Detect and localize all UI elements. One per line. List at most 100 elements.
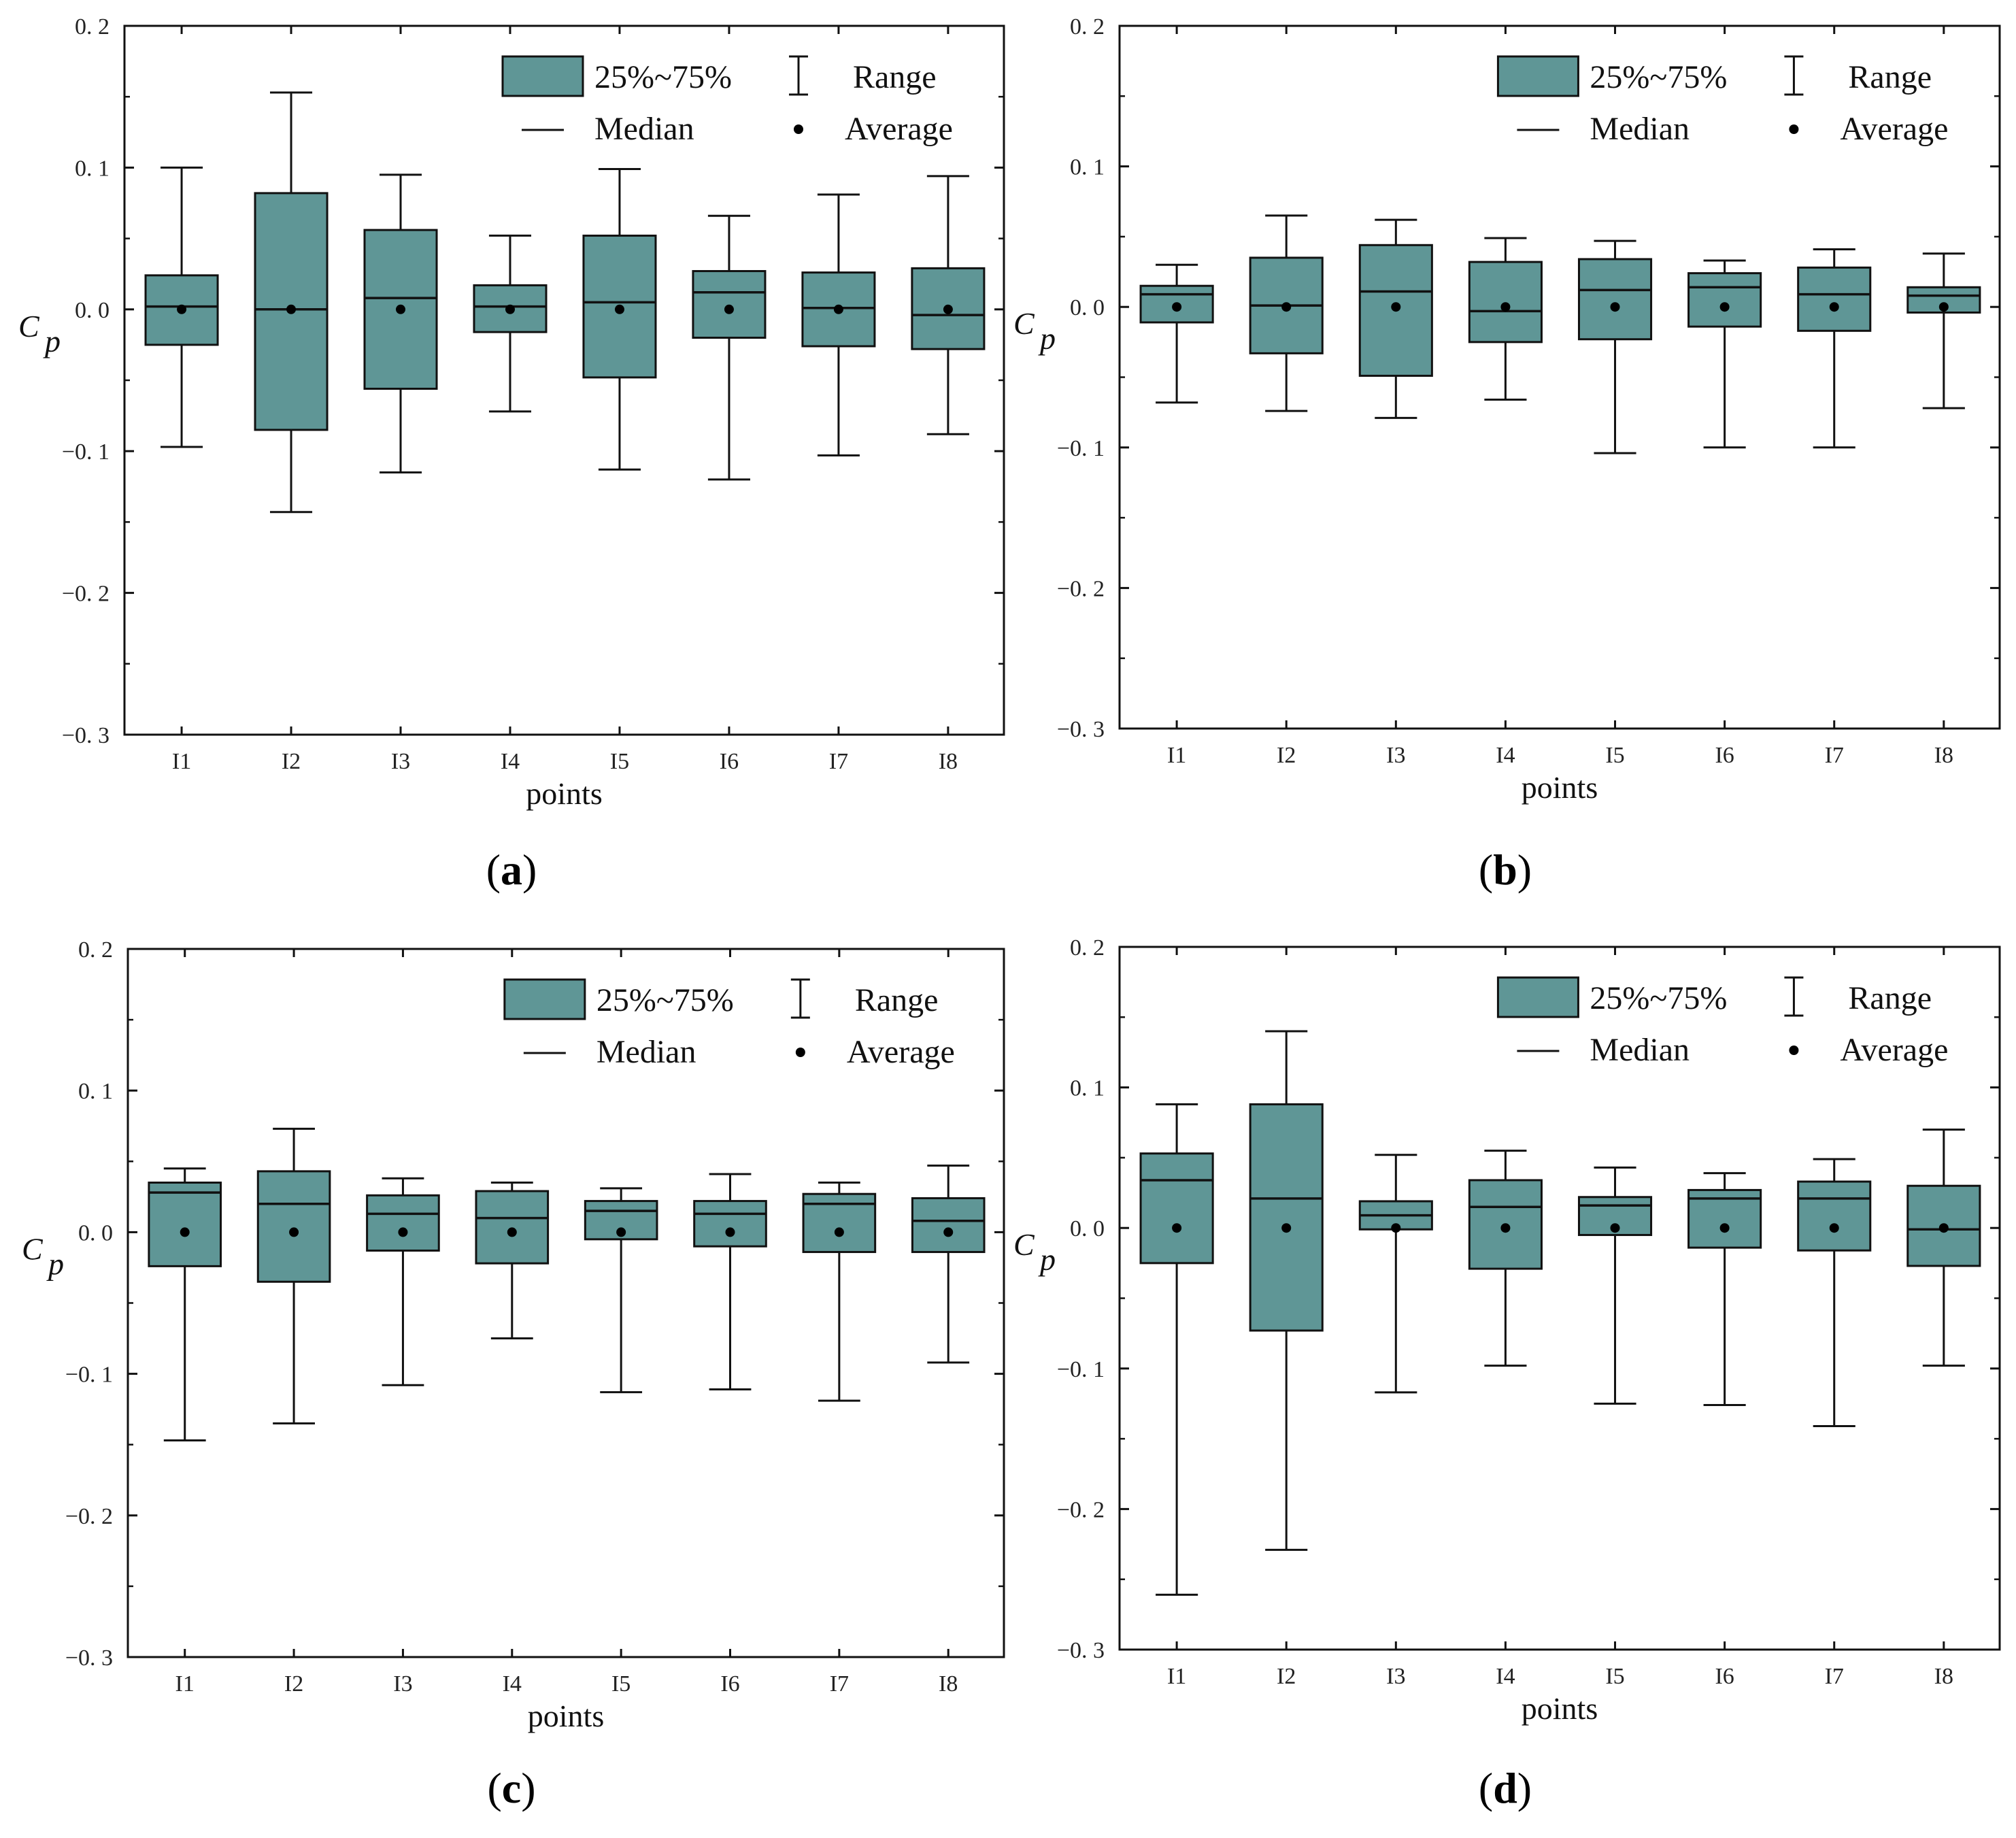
- average-dot: [1281, 302, 1292, 312]
- y-tick-label: 0. 1: [75, 156, 110, 181]
- iqr-box: [693, 1200, 767, 1248]
- average-dot: [943, 1227, 954, 1237]
- average-dot: [724, 304, 734, 314]
- average-dot: [616, 1227, 626, 1237]
- y-tick-label: −0. 3: [1057, 717, 1105, 742]
- panel-label-open: (: [487, 1764, 501, 1812]
- x-axis-title: points: [528, 1699, 604, 1733]
- x-tick-label: I4: [1496, 743, 1515, 768]
- panel-d: 0. 2 0. 1 0. 0 −0. 1 −0. 2 −0. 3 I1 I2 I3 I4 I5 I6 I…: [1013, 935, 2001, 1812]
- panel-label-open: (: [1479, 1764, 1493, 1812]
- y-tick-label: −0. 3: [1057, 1638, 1105, 1663]
- legend-median-label: Median: [1590, 1032, 1690, 1068]
- average-dot: [1938, 1223, 1949, 1233]
- y-tick-label: −0. 1: [62, 439, 110, 465]
- x-tick-label: I1: [172, 749, 191, 774]
- y-axis-title-subscript: p: [43, 324, 61, 358]
- legend-average-swatch: [1789, 124, 1799, 134]
- panel-label: (a): [486, 846, 537, 894]
- legend-average-swatch: [1789, 1046, 1799, 1055]
- average-dot: [833, 304, 843, 314]
- x-tick-label: I6: [720, 749, 739, 774]
- legend-median-label: Median: [597, 1034, 696, 1070]
- average-dot: [1500, 302, 1511, 312]
- average-dot: [396, 304, 406, 314]
- legend-box-label: 25%~75%: [1590, 980, 1727, 1016]
- legend-range-label: Range: [1848, 59, 1932, 95]
- box-I6: [693, 1173, 767, 1391]
- box-I4: [473, 234, 548, 413]
- panel-label-letter: a: [501, 846, 522, 894]
- box-I2: [256, 1127, 331, 1424]
- panel-label-open: (: [1479, 846, 1493, 894]
- average-dot: [505, 304, 515, 314]
- panel-label: (c): [487, 1764, 535, 1812]
- legend-box-swatch: [501, 55, 584, 97]
- legend-box-label: 25%~75%: [597, 982, 734, 1018]
- box-I8: [911, 1165, 986, 1364]
- x-tick-label: I2: [284, 1671, 303, 1697]
- x-tick-label: I2: [1277, 743, 1296, 768]
- x-tick-label: I1: [1167, 1664, 1186, 1689]
- box-I5: [582, 167, 657, 471]
- legend-range-label: Range: [855, 982, 939, 1018]
- average-dot: [1281, 1223, 1292, 1233]
- box-I7: [1797, 1158, 1872, 1428]
- box-I1: [144, 166, 219, 448]
- box-I7: [802, 1182, 877, 1402]
- x-tick-label: I7: [1825, 1664, 1844, 1689]
- iqr-box: [256, 1170, 331, 1283]
- legend-average-label: Average: [1840, 1032, 1948, 1068]
- legend-box-swatch: [1496, 55, 1579, 97]
- y-axis-title: C: [1013, 306, 1035, 341]
- box-I7: [1797, 248, 1872, 449]
- average-dot: [725, 1227, 735, 1237]
- x-tick-label: I6: [720, 1671, 739, 1697]
- panel-label: (d): [1479, 1764, 1532, 1812]
- box-I6: [1687, 1172, 1762, 1407]
- box-I6: [692, 214, 767, 481]
- average-dot: [1829, 1223, 1839, 1233]
- y-tick-label: 0. 2: [75, 14, 110, 39]
- x-tick-label: I4: [501, 749, 520, 774]
- iqr-box: [1687, 272, 1762, 328]
- y-tick-label: −0. 3: [65, 1645, 113, 1671]
- y-tick-label: −0. 1: [65, 1363, 113, 1388]
- x-tick-label: I4: [503, 1671, 522, 1697]
- x-tick-label: I8: [939, 1671, 958, 1697]
- box-I2: [1249, 1030, 1324, 1551]
- y-tick-label: −0. 2: [65, 1504, 113, 1529]
- iqr-box: [366, 1194, 440, 1252]
- box-I2: [1249, 214, 1324, 412]
- average-dot: [834, 1227, 844, 1237]
- average-dot: [1938, 302, 1949, 312]
- legend: 25%~75% Median Range Average: [1496, 976, 1948, 1068]
- legend: 25%~75% Median Range Average: [503, 978, 955, 1070]
- y-tick-label: 0. 2: [1070, 935, 1105, 960]
- y-tick-label: 0. 2: [78, 937, 113, 963]
- legend-average-swatch: [793, 124, 803, 134]
- x-tick-label: I3: [1386, 743, 1405, 768]
- panel-a: 0. 2 0. 1 0. 0 −0. 1 −0. 2 −0. 3 I1 I2 I3 I4 I5 I6 I…: [18, 14, 1005, 894]
- box-I5: [1577, 1166, 1653, 1405]
- average-dot: [398, 1227, 408, 1237]
- box-I8: [1906, 1129, 1981, 1367]
- legend-range-label: Range: [853, 59, 937, 95]
- panel-c: 0. 2 0. 1 0. 0 −0. 1 −0. 2 −0. 3 I1 I2 I3 I4 I5 I6 I…: [22, 937, 1005, 1812]
- average-dot: [1172, 302, 1182, 312]
- y-tick-label: 0. 1: [1070, 1076, 1105, 1101]
- x-tick-label: I8: [939, 749, 958, 774]
- legend-box-swatch: [503, 978, 586, 1020]
- box-I4: [1468, 237, 1543, 401]
- box-I4: [1468, 1150, 1543, 1367]
- panel-label-letter: c: [502, 1764, 521, 1812]
- panel-label: (b): [1479, 846, 1532, 894]
- y-tick-label: 0. 0: [75, 298, 110, 323]
- panel-label-close: ): [1517, 846, 1532, 894]
- box-I1: [1139, 1103, 1214, 1596]
- legend-box-label: 25%~75%: [594, 59, 732, 95]
- box-I5: [1577, 239, 1653, 454]
- x-tick-label: I7: [829, 749, 848, 774]
- iqr-box: [148, 1182, 222, 1267]
- x-tick-label: I8: [1934, 743, 1953, 768]
